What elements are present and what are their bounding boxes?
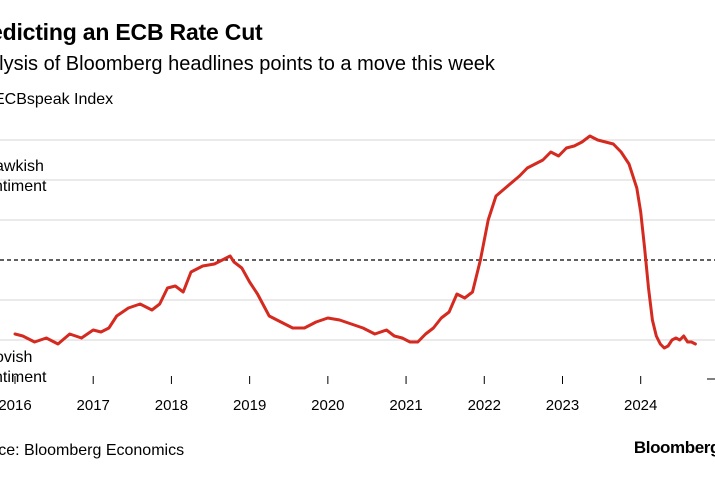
x-tick-label-2017: 2017 [77, 397, 110, 414]
grid-lines [0, 139, 715, 341]
hawkish-annotation-line2: ntiment [0, 178, 47, 195]
bloomberg-logo: Bloomberg [633, 438, 715, 457]
legend-label: ECBspeak Index [0, 91, 114, 108]
series-line-ecbspeak-index [13, 134, 697, 350]
hawkish-annotation-line1: awkish [0, 158, 44, 175]
source-note: urce: Bloomberg Economics [0, 442, 185, 459]
x-tick-label-2023: 2023 [546, 397, 579, 414]
x-tick-label-2018: 2018 [155, 397, 188, 414]
chart-title: edicting an ECB Rate Cut [0, 19, 263, 45]
x-tick-label-2019: 2019 [233, 397, 266, 414]
x-tick-label-2024: 2024 [624, 397, 657, 414]
annotations: awkish ntiment ovish ntiment [0, 158, 47, 386]
x-tick-label-2020: 2020 [311, 397, 344, 414]
dovish-annotation-line1: ovish [0, 349, 32, 366]
x-tick-label-2021: 2021 [389, 397, 422, 414]
x-axis: 2016 2017 2018 2019 2020 2021 2022 2023 2024 [0, 376, 657, 414]
x-tick-label-2016: 2016 [0, 397, 32, 414]
x-tick-label-2022: 2022 [468, 397, 501, 414]
dovish-annotation-line2: ntiment [0, 369, 47, 386]
chart-subtitle: alysis of Bloomberg headlines points to … [0, 53, 495, 75]
